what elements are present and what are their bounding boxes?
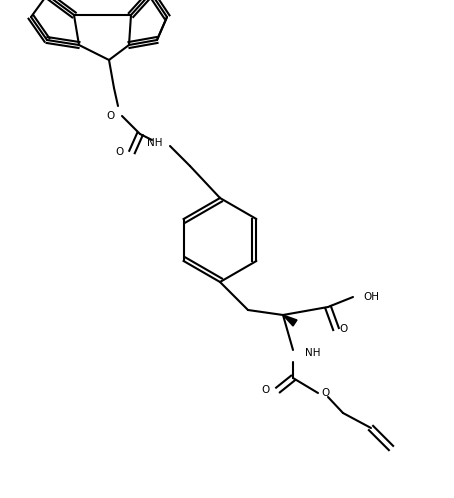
Text: O: O [116,147,124,157]
Text: NH: NH [147,138,162,148]
Text: O: O [322,388,330,398]
Text: O: O [107,111,115,121]
Text: O: O [262,385,270,395]
Text: OH: OH [363,292,379,302]
Polygon shape [283,315,297,326]
Text: O: O [340,324,348,334]
Text: NH: NH [305,348,321,358]
